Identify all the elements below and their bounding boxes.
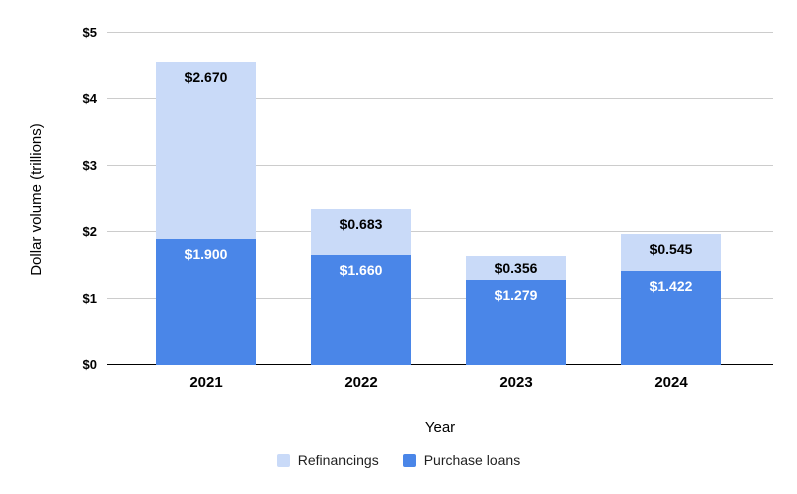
y-axis-title-box: Dollar volume (trillions) [14, 33, 58, 365]
purchase-loans-swatch [402, 454, 416, 467]
bar-value-label: $2.670 [184, 68, 228, 85]
bar-segment [156, 61, 256, 239]
y-tick-label: $0 [82, 357, 97, 372]
plot-area: $0 $1 $2 $3 $4 $5 $1.900 $2.670 2021 $1.660 $0.683… [83, 25, 773, 391]
bar-value-label: $0.356 [494, 259, 538, 276]
bar-value-label: $1.422 [649, 277, 693, 294]
gridline [107, 98, 773, 100]
bar-value-label: $1.279 [494, 287, 538, 304]
bar-value-label: $1.660 [339, 261, 383, 278]
bar-segment [466, 256, 566, 281]
bar-segment [311, 254, 411, 365]
y-axis-title: Dollar volume (trillions) [27, 122, 45, 276]
x-axis-title: Year [424, 419, 456, 436]
gridline [107, 297, 773, 299]
x-axis-line [107, 364, 773, 365]
x-category-label: 2021 [189, 374, 223, 391]
bar-segment [466, 280, 566, 365]
gridline [107, 32, 773, 33]
legend-item-refinancings: Refinancings [276, 452, 379, 469]
bar-value-label: $0.545 [649, 241, 693, 258]
y-tick-label: $5 [82, 25, 97, 40]
refinancings-swatch [276, 454, 290, 467]
x-category-label: 2023 [499, 374, 533, 391]
bar-value-label: $1.900 [184, 245, 228, 262]
legend-label-purchase-loans: Purchase loans [423, 452, 521, 468]
bar-value-label: $0.683 [339, 216, 383, 233]
x-category-label: 2024 [654, 374, 688, 391]
bar-segment [621, 270, 721, 365]
bar-segment [621, 234, 721, 271]
bar-segment [311, 209, 411, 255]
y-tick-label: $2 [82, 224, 97, 240]
bar-segment [156, 238, 256, 365]
legend-item-purchase-loans: Purchase loans [402, 452, 521, 469]
y-tick-label: $4 [82, 91, 97, 107]
y-tick-label: $1 [82, 290, 97, 306]
gridline [107, 164, 773, 166]
legend: Refinancings Purchase loans [0, 452, 797, 469]
gridline [107, 231, 773, 233]
x-category-label: 2022 [344, 374, 378, 391]
y-tick-label: $3 [82, 157, 97, 173]
legend-label-refinancings: Refinancings [297, 452, 379, 468]
